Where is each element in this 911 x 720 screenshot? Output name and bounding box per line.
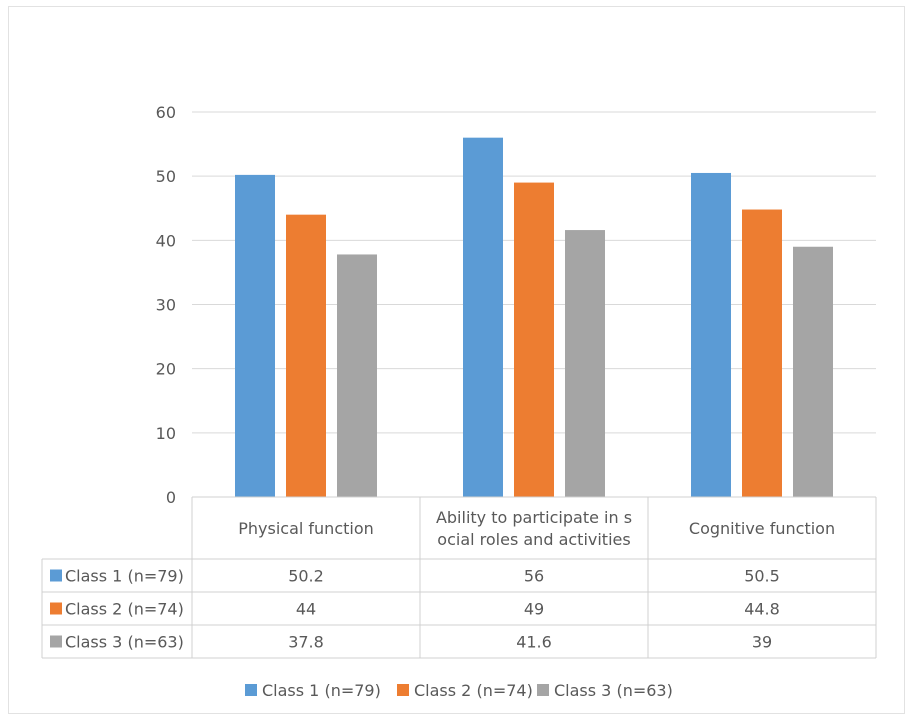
x-category-label: Cognitive function [689, 519, 835, 538]
data-label: 44 [296, 600, 316, 619]
table-legend-key [50, 636, 62, 648]
data-label: 49 [524, 600, 544, 619]
data-label: 44.8 [744, 600, 780, 619]
bar [514, 183, 554, 497]
data-label: 37.8 [288, 633, 324, 652]
bar [793, 247, 833, 497]
table-series-label: Class 3 (n=63) [65, 633, 184, 652]
y-tick-label: 0 [166, 488, 176, 507]
bar [691, 173, 731, 497]
bar [565, 230, 605, 497]
legend-label: Class 2 (n=74) [414, 681, 533, 700]
legend-label: Class 1 (n=79) [262, 681, 381, 700]
y-tick-label: 20 [156, 360, 176, 379]
legend-key [397, 684, 409, 696]
table-series-label: Class 1 (n=79) [65, 567, 184, 586]
x-category-label: Physical function [238, 519, 374, 538]
y-tick-label: 40 [156, 231, 176, 250]
data-label: 50.5 [744, 567, 780, 586]
y-tick-label: 50 [156, 167, 176, 186]
x-category-label: ocial roles and activities [437, 530, 630, 549]
legend-key [245, 684, 257, 696]
data-label: 50.2 [288, 567, 324, 586]
data-label: 56 [524, 567, 544, 586]
bar [463, 138, 503, 497]
legend-label: Class 3 (n=63) [554, 681, 673, 700]
bar [286, 215, 326, 497]
bar [235, 175, 275, 497]
data-label: 39 [752, 633, 772, 652]
legend-key [537, 684, 549, 696]
table-series-label: Class 2 (n=74) [65, 600, 184, 619]
data-label: 41.6 [516, 633, 552, 652]
x-category-label: Ability to participate in s [436, 508, 632, 527]
bar [337, 254, 377, 497]
y-tick-label: 30 [156, 296, 176, 315]
y-tick-label: 60 [156, 103, 176, 122]
table-legend-key [50, 570, 62, 582]
table-legend-key [50, 603, 62, 615]
bar [742, 210, 782, 497]
y-tick-label: 10 [156, 424, 176, 443]
